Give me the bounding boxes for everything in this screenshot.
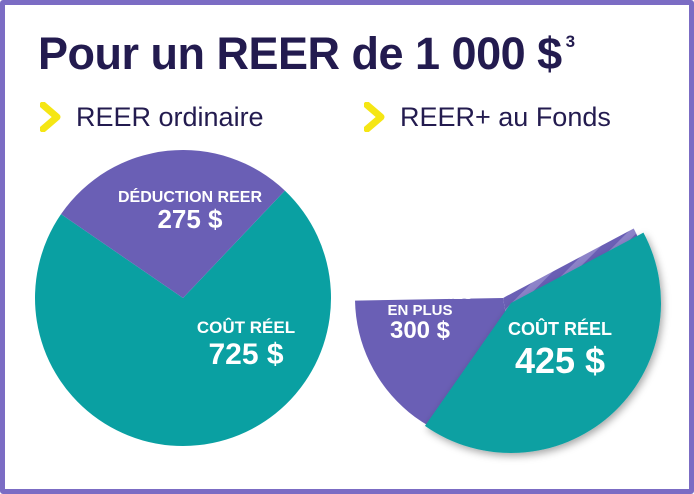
label-cout-reel-line: COÛT RÉEL (508, 318, 612, 339)
chevron-right-icon (40, 102, 61, 132)
label-cout-reel-line: COÛT RÉEL (197, 318, 295, 337)
label-economies-line: 30 % (403, 270, 437, 287)
label-cout-reel-line: 425 $ (515, 340, 605, 381)
left-chart-heading: REER ordinaire (40, 99, 264, 135)
slice-cout-reel (35, 190, 332, 446)
slice-deduction-reer (61, 149, 285, 298)
page-title: Pour un REER de 1 000 $3 (38, 28, 575, 80)
title-footnote: 3 (565, 32, 575, 51)
left-chart-title: REER ordinaire (76, 101, 264, 132)
slice-cout-reel (424, 232, 661, 453)
label-economies-line: 300 $ (390, 317, 451, 344)
label-cout-reel-line: 725 $ (208, 338, 283, 371)
label-economies-line: D'ÉCONOMIES (367, 286, 473, 303)
right-chart-heading: REER+ au Fonds (364, 99, 611, 135)
label-deduction-line: 275 $ (157, 204, 223, 234)
label-deduction-line: DÉDUCTION REER (431, 187, 575, 206)
label-economies-line: EN PLUS (387, 302, 452, 319)
title-text: Pour un REER de 1 000 $ (38, 28, 562, 79)
right-chart-title: REER+ au Fonds (400, 101, 611, 132)
label-deduction-line: DÉDUCTION REER (118, 187, 262, 206)
label-deduction-line: 275 $ (470, 204, 536, 234)
chevron-right-icon (364, 102, 385, 132)
